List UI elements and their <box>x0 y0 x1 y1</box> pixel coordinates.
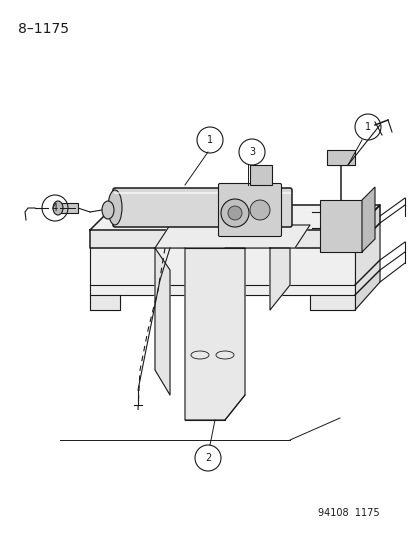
Text: 94108  1175: 94108 1175 <box>318 508 379 518</box>
Text: 3: 3 <box>248 147 254 157</box>
Polygon shape <box>354 223 379 285</box>
Polygon shape <box>90 248 354 285</box>
Bar <box>319 200 361 252</box>
Text: 1: 1 <box>364 122 370 132</box>
Bar <box>326 150 354 165</box>
Text: 4: 4 <box>52 203 58 213</box>
Bar <box>249 165 271 185</box>
Polygon shape <box>269 248 289 310</box>
Circle shape <box>249 200 269 220</box>
Text: 1: 1 <box>206 135 213 145</box>
Ellipse shape <box>108 190 122 225</box>
Polygon shape <box>90 230 354 248</box>
Ellipse shape <box>102 201 114 219</box>
FancyBboxPatch shape <box>113 188 291 227</box>
Polygon shape <box>185 248 244 420</box>
Polygon shape <box>154 248 170 395</box>
Polygon shape <box>90 205 379 230</box>
Polygon shape <box>354 205 379 248</box>
Polygon shape <box>354 270 379 310</box>
Text: 2: 2 <box>204 453 211 463</box>
Polygon shape <box>154 225 309 248</box>
Text: 8–1175: 8–1175 <box>18 22 69 36</box>
FancyBboxPatch shape <box>218 183 281 237</box>
Circle shape <box>228 206 242 220</box>
Circle shape <box>221 199 248 227</box>
Bar <box>60 203 78 213</box>
Polygon shape <box>309 295 354 310</box>
Ellipse shape <box>53 201 63 215</box>
Polygon shape <box>354 260 379 295</box>
Polygon shape <box>361 187 374 252</box>
Polygon shape <box>90 285 354 295</box>
Polygon shape <box>90 295 120 310</box>
